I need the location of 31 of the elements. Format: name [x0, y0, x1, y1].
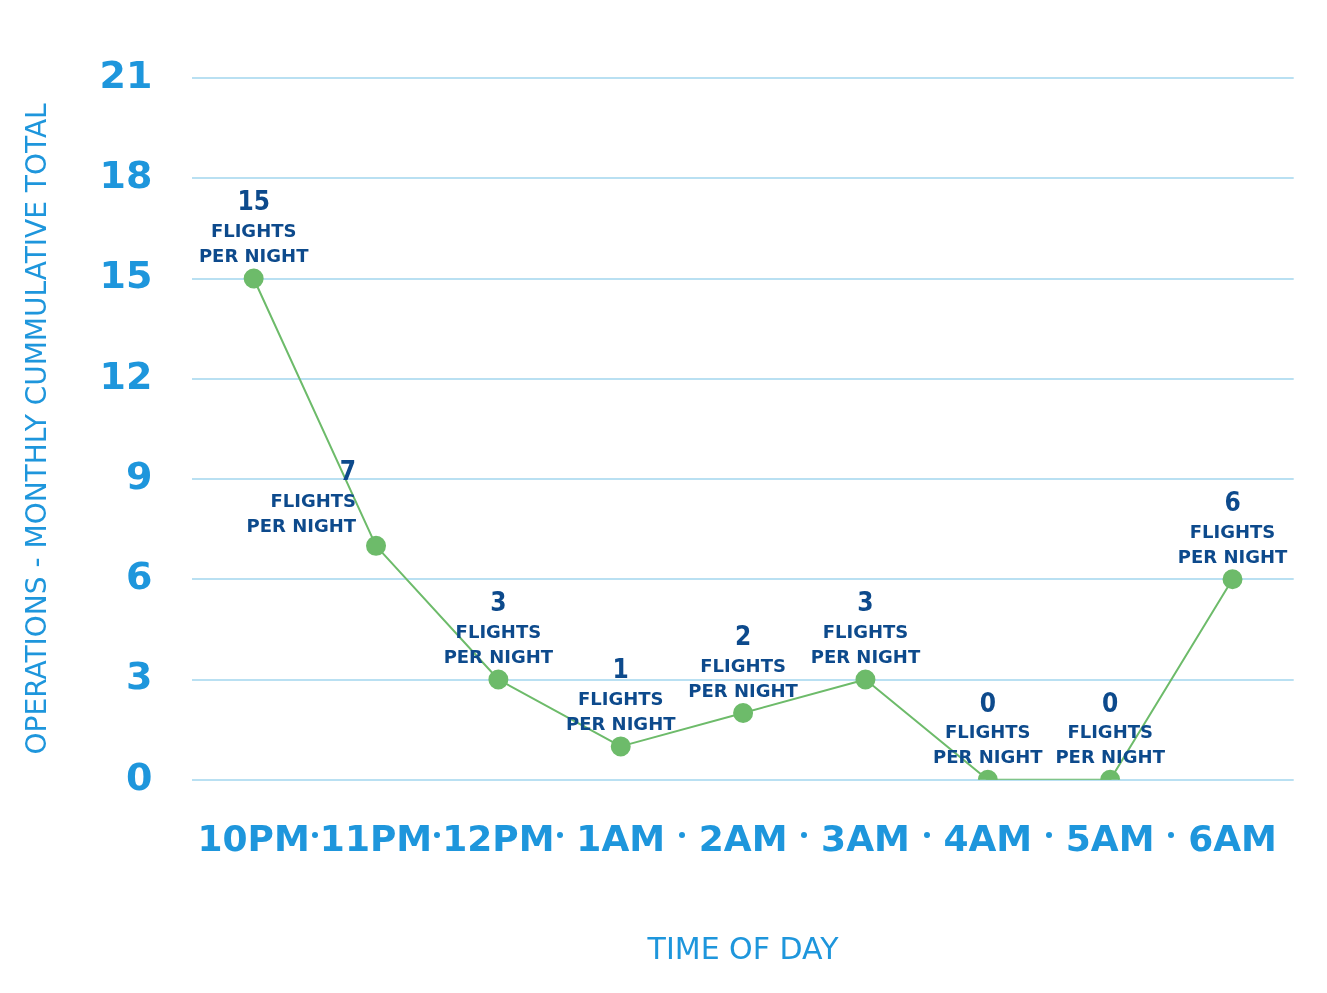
y-tick-label: 6: [126, 554, 153, 599]
x-tick-label: 4AM: [943, 817, 1033, 859]
point: [366, 535, 387, 556]
y-tick-label: 0: [126, 754, 153, 799]
data-label: 7 FLIGHTS PER NIGHT: [246, 455, 357, 536]
y-tick-label: 18: [99, 153, 153, 198]
point: [1222, 569, 1243, 590]
point: [733, 702, 754, 723]
y-tick-label: 3: [126, 654, 153, 699]
y-tick-label: 21: [99, 52, 153, 97]
x-axis-title: TIME OF DAY: [646, 930, 840, 966]
x-tick-label: 11PM: [319, 817, 433, 859]
x-tick-label: 3AM: [821, 817, 910, 859]
point: [610, 736, 631, 757]
point: [243, 268, 264, 289]
point: [488, 669, 509, 690]
x-tick-label: 12PM: [442, 817, 555, 859]
data-label: 15 FLIGHTS PER NIGHT: [198, 186, 310, 267]
y-tick-label: 15: [99, 253, 153, 298]
data-label: 6 FLIGHTS PER NIGHT: [1177, 487, 1288, 567]
x-tick-label: 2AM: [698, 817, 788, 859]
x-tick-label: 6AM: [1188, 817, 1277, 859]
data-label: 2 FLIGHTS PER NIGHT: [688, 620, 799, 701]
x-tick-label: 10PM: [197, 817, 310, 859]
point: [855, 669, 876, 690]
y-axis-title: OPERATIONS - MONTHLY CUMMULATIVE TOTAL: [20, 102, 54, 755]
y-tick-label: 12: [99, 353, 153, 398]
x-tick-label: 1AM: [576, 817, 666, 859]
data-label: 3 FLIGHTS PER NIGHT: [810, 587, 921, 668]
y-tick-label: 9: [126, 453, 153, 498]
x-tick-label: 5AM: [1065, 817, 1155, 859]
